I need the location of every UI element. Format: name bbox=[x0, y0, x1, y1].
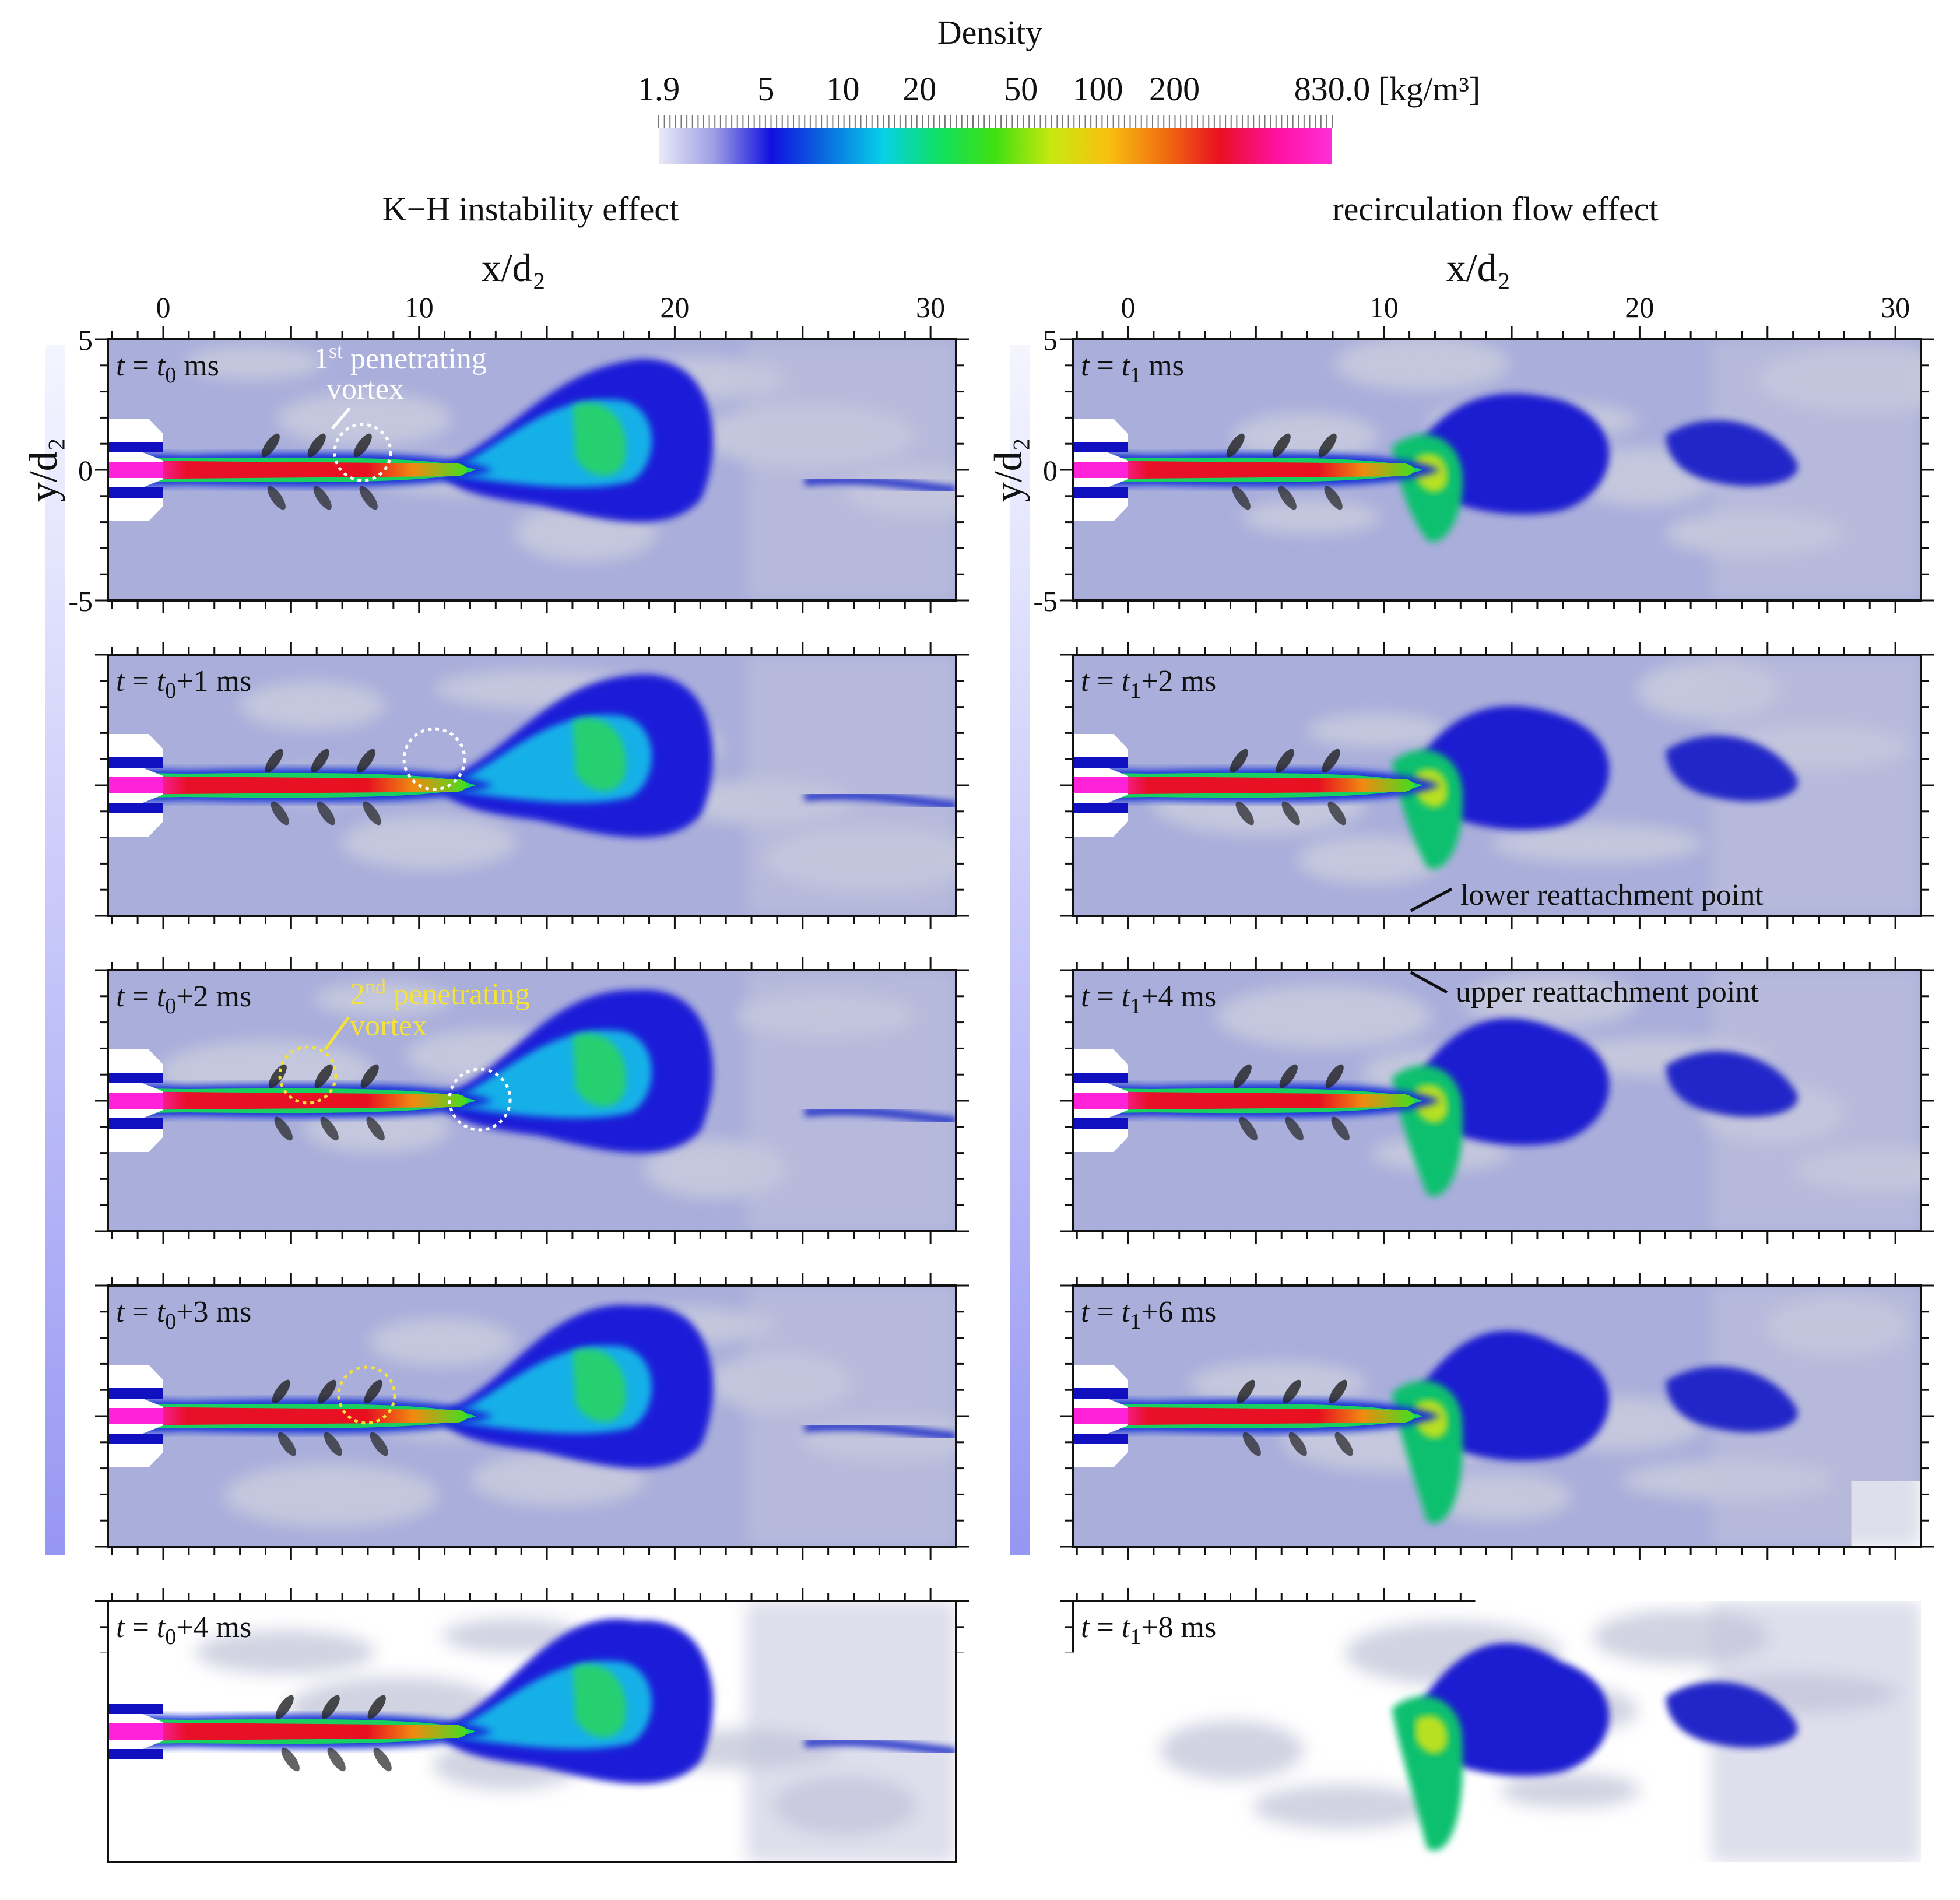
lower-reattachment-label: lower reattachment point bbox=[1460, 879, 1764, 912]
panel-time-label: t = t0+2 ms bbox=[116, 980, 251, 1019]
first-vortex-label-line2: vortex bbox=[326, 373, 404, 406]
x-tick-label: 20 bbox=[660, 291, 689, 324]
panel-time-label: t = t0+3 ms bbox=[116, 1295, 251, 1334]
colorbar-tick-label: 200 bbox=[1149, 70, 1200, 108]
flow-panel: t = t1+2 ms bbox=[1073, 655, 1921, 916]
panel-time-label: t = t1+2 ms bbox=[1081, 665, 1216, 703]
panel-time-label: t = t0+1 ms bbox=[116, 665, 251, 703]
flow-panel: t = t0 ms bbox=[108, 339, 992, 600]
left-time-arrow bbox=[28, 345, 83, 1854]
panel-time-label: t = t1+4 ms bbox=[1081, 980, 1216, 1019]
y-axis-label: y/d₂ bbox=[986, 438, 1030, 503]
flow-panel: t = t1+4 ms bbox=[1073, 970, 1960, 1231]
y-tick-label: 0 bbox=[1043, 454, 1058, 487]
flow-panel: t = t1 ms bbox=[1073, 336, 1960, 600]
y-axis-label: y/d₂ bbox=[21, 438, 65, 503]
second-vortex-label-line2: vortex bbox=[350, 1009, 427, 1042]
x-axis-label: x/d₂ bbox=[482, 245, 546, 290]
flow-panel: t = t1+6 ms bbox=[1073, 1286, 1921, 1547]
flow-panel: t = t0+3 ms bbox=[108, 1286, 981, 1547]
flow-panel: t = t0+2 ms bbox=[108, 970, 956, 1231]
y-tick-label: -5 bbox=[1033, 585, 1058, 617]
panels: t = t0 ms t = t0+1 ms t = t0+2 ms t = t0+3 … bbox=[108, 336, 1960, 1862]
flow-panel: t = t1+8 ms bbox=[1073, 1601, 1921, 1862]
flow-panel: t = t0+4 ms bbox=[108, 1601, 956, 1862]
x-tick-label: 30 bbox=[1881, 291, 1910, 324]
panel-time-label: t = t1+8 ms bbox=[1081, 1611, 1216, 1649]
x-tick-label: 0 bbox=[1121, 291, 1136, 324]
colorbar-tick-label: 100 bbox=[1072, 70, 1123, 108]
y-tick-label: -5 bbox=[68, 585, 93, 617]
colorbar-tick-label: 50 bbox=[1004, 70, 1038, 108]
colorbar-minor-ticks bbox=[659, 115, 1332, 128]
colorbar-tick-label: 20 bbox=[902, 70, 936, 108]
x-tick-label: 0 bbox=[156, 291, 171, 324]
x-axis-label: x/d₂ bbox=[1446, 245, 1511, 290]
x-tick-label: 30 bbox=[916, 291, 945, 324]
flow-panel: t = t0+1 ms bbox=[108, 655, 980, 916]
colorbar-title: Density bbox=[937, 13, 1042, 51]
x-tick-label: 20 bbox=[1625, 291, 1654, 324]
panel-time-label: t = t1+6 ms bbox=[1081, 1295, 1216, 1334]
colorbar-tick-label: 10 bbox=[826, 70, 860, 108]
colorbar-unit: [kg/m³] bbox=[1378, 70, 1480, 108]
colorbar-tick-label: 1.9 bbox=[638, 70, 680, 108]
colorbar-tick-label: 830.0 bbox=[1294, 70, 1371, 108]
colorbar-tick-label: 5 bbox=[757, 70, 774, 108]
y-tick-label: 5 bbox=[78, 324, 93, 356]
right-column-title: recirculation flow effect bbox=[1332, 190, 1658, 228]
right-time-arrow bbox=[993, 345, 1048, 1854]
x-tick-label: 10 bbox=[1369, 291, 1399, 324]
colorbar-tick-labels: 1.9 5 10 20 50 100 200 830.0 bbox=[638, 70, 1371, 108]
left-column-title: K−H instability effect bbox=[382, 190, 679, 228]
colorbar: Density 1.9 5 10 20 50 100 200 830.0 [kg/m³] bbox=[638, 13, 1481, 164]
panel-time-label: t = t0+4 ms bbox=[116, 1611, 251, 1649]
upper-reattachment-label: upper reattachment point bbox=[1456, 975, 1759, 1009]
y-tick-label: 5 bbox=[1043, 324, 1058, 356]
x-tick-label: 10 bbox=[405, 291, 434, 324]
y-tick-label: 0 bbox=[78, 454, 93, 487]
colorbar-gradient bbox=[659, 128, 1332, 164]
